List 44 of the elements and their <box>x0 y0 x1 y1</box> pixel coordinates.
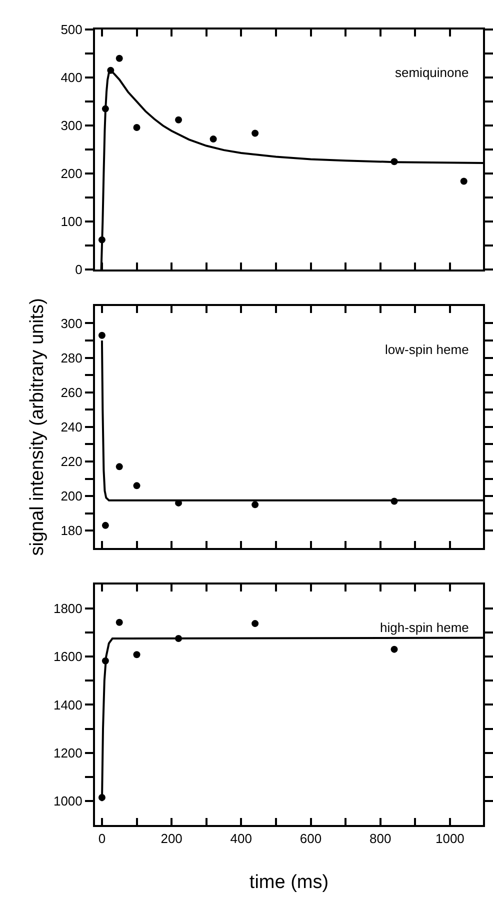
point <box>460 178 468 185</box>
y-tick-label: 180 <box>60 523 82 538</box>
y-axis-title: signal intensity (arbitrary units) <box>27 298 48 556</box>
y-tick-label: 300 <box>60 118 82 134</box>
point <box>98 332 106 339</box>
point <box>252 130 259 137</box>
point <box>252 501 259 508</box>
x-tick-label: 1000 <box>435 830 464 846</box>
x-tick-label: 600 <box>300 830 322 846</box>
y-tick-label: 280 <box>60 350 82 366</box>
y-tick-label: 300 <box>60 316 82 331</box>
y-tick-label: 200 <box>60 488 82 504</box>
y-tick-label: 1800 <box>53 600 82 616</box>
point <box>116 54 123 62</box>
y-tick-label: 240 <box>60 419 82 434</box>
point <box>116 463 123 470</box>
annotation: high-spin heme <box>380 620 469 635</box>
point <box>390 646 398 653</box>
point <box>133 124 140 132</box>
y-tick-label: 1600 <box>53 649 82 664</box>
y-tick-label: 400 <box>60 70 82 86</box>
x-tick-label: 0 <box>98 830 106 846</box>
y-tick-label: 220 <box>60 454 82 470</box>
annotation: semiquinone <box>395 65 469 80</box>
y-tick-label: 0 <box>75 262 82 278</box>
y-tick-label: 200 <box>60 166 82 182</box>
x-tick-label: 200 <box>160 830 182 846</box>
y-tick-label: 1400 <box>53 697 82 712</box>
point <box>175 116 182 124</box>
y-tick-label: 1200 <box>53 745 82 760</box>
annotation: low-spin heme <box>385 342 469 357</box>
x-axis-title: time (ms) <box>249 872 329 894</box>
y-tick-label: 500 <box>60 22 82 38</box>
point <box>116 618 123 626</box>
x-tick-label: 400 <box>230 830 252 846</box>
point <box>210 136 217 143</box>
point <box>133 651 140 658</box>
y-tick-label: 100 <box>60 214 82 230</box>
point <box>102 522 109 529</box>
y-tick-label: 1000 <box>53 794 82 809</box>
y-tick-label: 260 <box>60 384 82 400</box>
point <box>133 482 140 490</box>
point <box>252 620 259 628</box>
x-tick-label: 800 <box>370 830 392 846</box>
